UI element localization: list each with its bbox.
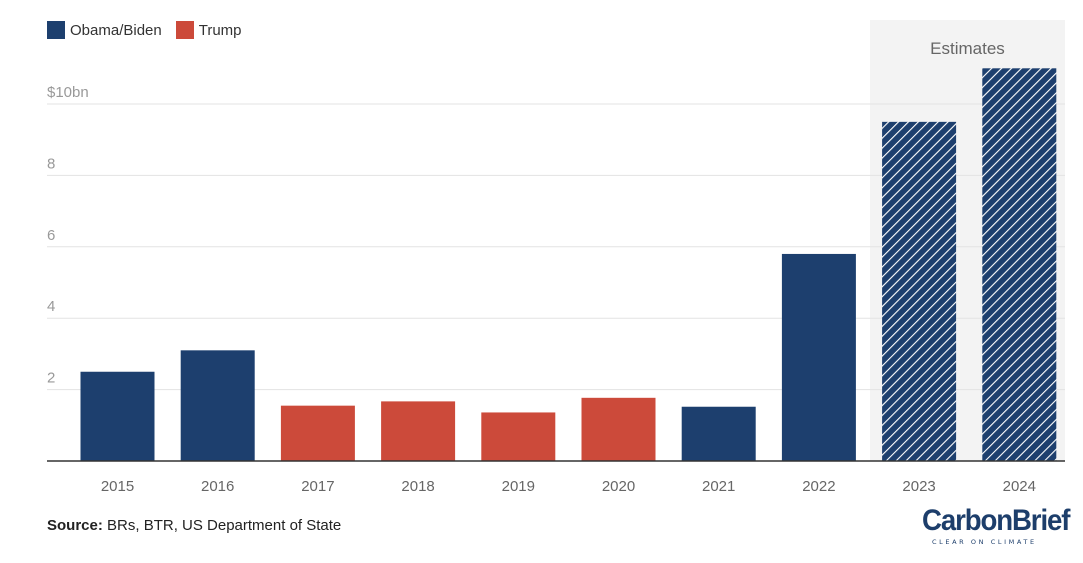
y-tick-label-10: $10bn bbox=[47, 84, 89, 101]
x-tick-label-2023: 2023 bbox=[902, 478, 935, 495]
x-tick-label-2019: 2019 bbox=[502, 478, 535, 495]
bar-2021 bbox=[681, 406, 756, 461]
legend-swatch-trump bbox=[175, 21, 194, 39]
x-tick-label-2017: 2017 bbox=[301, 478, 334, 495]
x-tick-label-2016: 2016 bbox=[201, 478, 234, 495]
bar-2022 bbox=[781, 253, 856, 461]
x-tick-label-2024: 2024 bbox=[1003, 478, 1036, 495]
legend-label-obama-biden: Obama/Biden bbox=[70, 21, 162, 39]
estimates-label: Estimates bbox=[930, 39, 1005, 58]
bar-2016 bbox=[180, 350, 255, 461]
legend: Obama/Biden Trump bbox=[47, 21, 256, 39]
legend-item-trump: Trump bbox=[175, 21, 242, 39]
source-note: Source: BRs, BTR, US Department of State bbox=[47, 517, 341, 534]
x-tick-label-2020: 2020 bbox=[602, 478, 635, 495]
x-tick-label-2021: 2021 bbox=[702, 478, 735, 495]
bar-2023 bbox=[882, 121, 957, 461]
legend-item-obama-biden: Obama/Biden bbox=[47, 21, 162, 39]
bar-2017 bbox=[280, 405, 355, 461]
y-tick-label-4: 4 bbox=[47, 298, 55, 315]
legend-label-trump: Trump bbox=[198, 21, 242, 39]
bar-2020 bbox=[581, 397, 656, 461]
bar-2015 bbox=[80, 371, 155, 461]
y-tick-label-8: 8 bbox=[47, 155, 55, 172]
bar-2018 bbox=[381, 401, 456, 461]
y-tick-label-6: 6 bbox=[47, 227, 55, 244]
logo-tagline: CLEAR ON CLIMATE bbox=[932, 538, 1037, 546]
legend-swatch-obama-biden bbox=[47, 21, 65, 39]
logo-wordmark: CarbonBrief bbox=[922, 504, 1070, 537]
label-layer: 2 4 6 8 $10bn 2015 2016 2017 2018 2019 2020 2021 202… bbox=[47, 84, 1036, 495]
source-text: BRs, BTR, US Department of State bbox=[102, 517, 342, 534]
x-tick-label-2015: 2015 bbox=[101, 478, 134, 495]
bar-layer bbox=[80, 68, 1057, 462]
source-label: Source: bbox=[47, 517, 103, 534]
y-tick-label-2: 2 bbox=[47, 370, 55, 387]
x-tick-label-2022: 2022 bbox=[802, 478, 835, 495]
bar-2019 bbox=[481, 412, 556, 461]
x-tick-label-2018: 2018 bbox=[401, 478, 434, 495]
bar-2024 bbox=[982, 68, 1057, 462]
carbonbrief-logo: CarbonBrief CLEAR ON CLIMATE bbox=[922, 504, 1070, 547]
